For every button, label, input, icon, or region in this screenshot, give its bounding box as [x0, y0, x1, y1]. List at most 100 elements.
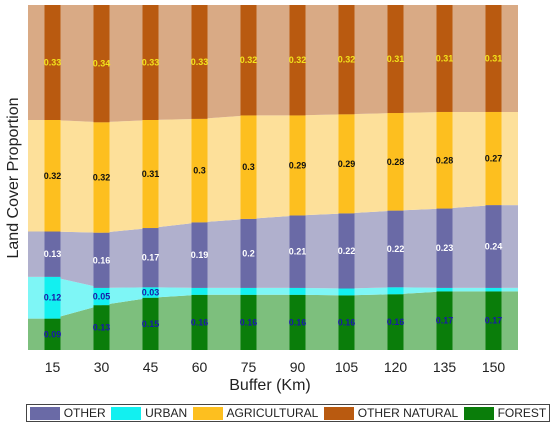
value-label-forest-120: 0.16 — [387, 317, 405, 327]
value-label-other-natural-135: 0.31 — [436, 53, 454, 63]
legend-swatch-other — [29, 406, 60, 420]
value-label-forest-15: 0.09 — [44, 329, 62, 339]
bar-other-120 — [387, 210, 404, 288]
value-label-forest-135: 0.17 — [436, 316, 454, 326]
value-label-other-natural-150: 0.31 — [485, 53, 503, 63]
bar-forest-30 — [93, 305, 110, 350]
value-label-forest-45: 0.15 — [142, 319, 160, 329]
bar-urban-150 — [485, 287, 502, 292]
value-label-urban-15: 0.12 — [44, 293, 62, 303]
y-axis-title: Land Cover Proportion — [5, 98, 22, 259]
value-label-other-30: 0.16 — [93, 255, 111, 265]
value-label-urban-30: 0.05 — [93, 292, 111, 302]
value-label-other-75: 0.2 — [242, 248, 255, 258]
legend-item-other-natural: OTHER NATURAL — [323, 406, 459, 420]
legend-label-urban: URBAN — [145, 406, 188, 420]
legend-item-urban: URBAN — [111, 406, 187, 420]
x-tick-label-90: 90 — [290, 359, 306, 375]
bar-urban-30 — [93, 287, 110, 306]
bar-layer — [44, 5, 502, 350]
value-label-other-150: 0.24 — [485, 242, 503, 252]
value-label-agricultural-90: 0.29 — [289, 160, 307, 170]
bar-agricultural-60 — [191, 118, 208, 223]
legend-swatch-other-natural — [323, 406, 354, 420]
bar-urban-75 — [240, 287, 257, 295]
bar-other-natural-105 — [338, 5, 355, 115]
bar-urban-135 — [436, 287, 453, 292]
bar-agricultural-90 — [289, 115, 306, 216]
bar-other-75 — [240, 218, 257, 288]
value-label-other-15: 0.13 — [44, 249, 62, 259]
bar-other-natural-90 — [289, 5, 306, 116]
value-label-other-natural-30: 0.34 — [93, 59, 111, 69]
bar-agricultural-30 — [93, 122, 110, 233]
value-label-other-90: 0.21 — [289, 247, 307, 257]
bar-forest-105 — [338, 295, 355, 350]
legend-swatch-agricultural — [192, 406, 223, 420]
value-label-forest-90: 0.16 — [289, 317, 307, 327]
bar-urban-60 — [191, 287, 208, 295]
value-label-other-natural-90: 0.32 — [289, 55, 307, 65]
bar-other-15 — [44, 231, 61, 277]
value-label-agricultural-120: 0.28 — [387, 157, 405, 167]
value-label-layer: 0.09 0.13 0.15 0.16 0.16 0.16 0.16 0.16 0.17 0.17… — [44, 53, 503, 339]
bar-other-60 — [191, 222, 208, 288]
value-label-forest-105: 0.16 — [338, 318, 356, 328]
value-label-forest-30: 0.13 — [93, 323, 111, 333]
legend-item-forest: FOREST — [463, 406, 547, 420]
bar-forest-90 — [289, 294, 306, 350]
value-label-other-natural-75: 0.32 — [240, 55, 258, 65]
value-label-agricultural-75: 0.3 — [242, 162, 255, 172]
legend: OTHER URBAN AGRICULTURAL OTHER NATURAL FORES… — [26, 404, 550, 422]
bar-other-natural-135 — [436, 5, 453, 112]
bar-agricultural-120 — [387, 113, 404, 211]
x-tick-label-150: 150 — [482, 359, 506, 375]
bar-agricultural-105 — [338, 114, 355, 214]
bar-other-natural-15 — [44, 5, 61, 120]
legend-label-other-natural: OTHER NATURAL — [357, 406, 459, 420]
value-label-other-60: 0.19 — [191, 250, 209, 260]
x-tick-label-60: 60 — [192, 359, 208, 375]
bar-other-45 — [142, 228, 159, 288]
value-label-agricultural-105: 0.29 — [338, 159, 356, 169]
value-label-other-natural-15: 0.33 — [44, 58, 62, 68]
value-label-other-105: 0.22 — [338, 246, 356, 256]
bar-urban-15 — [44, 276, 61, 319]
bar-forest-135 — [436, 291, 453, 350]
x-tick-label-15: 15 — [45, 359, 61, 375]
legend-label-forest: FOREST — [497, 406, 547, 420]
bar-other-30 — [93, 232, 110, 288]
value-label-other-135: 0.23 — [436, 243, 454, 253]
value-label-agricultural-150: 0.27 — [485, 154, 503, 164]
value-label-forest-60: 0.16 — [191, 317, 209, 327]
legend-swatch-forest — [463, 406, 494, 420]
bar-other-natural-30 — [93, 5, 110, 123]
value-label-urban-45: 0.03 — [142, 288, 160, 298]
value-label-other-45: 0.17 — [142, 253, 160, 263]
x-tick-label-105: 105 — [335, 359, 359, 375]
legend-label-other: OTHER — [63, 406, 106, 420]
bar-forest-60 — [191, 294, 208, 350]
value-label-other-natural-120: 0.31 — [387, 54, 405, 64]
value-label-other-natural-105: 0.32 — [338, 55, 356, 65]
x-tick-label-75: 75 — [241, 359, 257, 375]
bar-agricultural-75 — [240, 115, 257, 219]
bar-other-natural-150 — [485, 5, 502, 112]
bar-forest-75 — [240, 294, 257, 350]
bar-other-105 — [338, 213, 355, 289]
bar-urban-45 — [142, 287, 159, 298]
bar-other-90 — [289, 215, 306, 288]
legend-label-agricultural: AGRICULTURAL — [226, 406, 319, 420]
bar-urban-90 — [289, 287, 306, 295]
value-label-agricultural-30: 0.32 — [93, 173, 111, 183]
value-label-agricultural-135: 0.28 — [436, 155, 454, 165]
bar-other-135 — [436, 208, 453, 288]
value-label-forest-150: 0.17 — [485, 316, 503, 326]
legend-swatch-urban — [111, 406, 142, 420]
x-tick-label-120: 120 — [384, 359, 408, 375]
area-urban — [28, 276, 518, 319]
bar-forest-15 — [44, 318, 61, 350]
bar-urban-120 — [387, 287, 404, 295]
